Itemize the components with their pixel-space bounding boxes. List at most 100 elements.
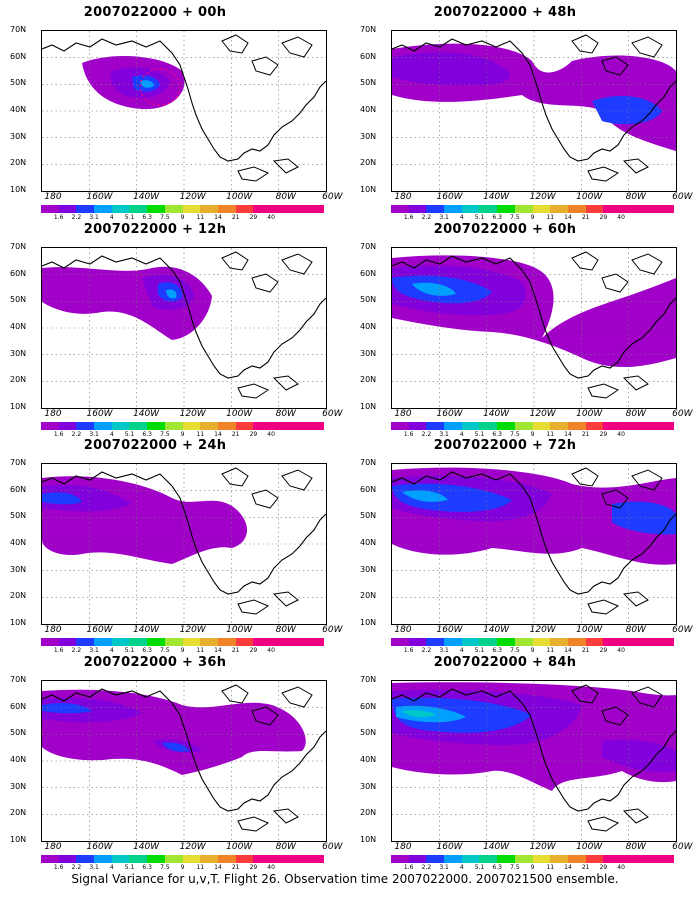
panel-24h: 2007022000 + 24h 70N 60N 50N 40N 30N 20N 10N 18… — [10, 438, 343, 654]
variance-contour — [592, 96, 662, 125]
colorbar-label: 14 — [214, 864, 222, 871]
lon-label: 140W — [483, 192, 510, 202]
lat-label: 60N — [360, 268, 377, 278]
colorbar-swatch — [514, 422, 533, 430]
colorbar-label: 14 — [214, 214, 222, 221]
lon-label: 60W — [322, 409, 343, 419]
coastline — [221, 684, 313, 832]
lon-label: 100W — [576, 409, 603, 419]
colorbar-swatch — [461, 855, 480, 863]
lat-label: 40N — [360, 105, 377, 114]
colorbar-swatch — [288, 205, 307, 213]
lat-label: 60N — [360, 51, 377, 61]
lon-label: 160W — [86, 625, 113, 635]
colorbar-swatch — [638, 855, 657, 863]
colorbar-swatch — [164, 855, 183, 863]
colorbar-swatch — [567, 638, 586, 646]
colorbar-swatch — [200, 422, 218, 430]
lon-label: 120W — [179, 625, 206, 635]
lon-label: 180 — [44, 409, 62, 419]
colorbar-swatch — [270, 638, 289, 646]
lat-label: 40N — [10, 755, 27, 764]
colorbar-label: 11 — [196, 214, 205, 221]
colorbar-label: 1.6 — [53, 214, 64, 221]
colorbar-label: 1.6 — [53, 431, 64, 438]
colorbar-label: 3.1 — [439, 647, 449, 654]
colorbar-swatch — [41, 422, 59, 430]
colorbar-swatch — [200, 205, 218, 213]
colorbar-swatch — [620, 205, 639, 213]
lon-label: 180 — [394, 192, 412, 202]
lon-label: 180 — [394, 625, 412, 635]
lat-label: 30N — [10, 348, 27, 358]
colorbar — [391, 855, 674, 863]
coastline — [221, 251, 313, 399]
colorbar-swatch — [620, 422, 639, 430]
colorbar-label: 14 — [564, 214, 572, 221]
coastline — [42, 255, 326, 379]
colorbar-swatch — [567, 855, 586, 863]
colorbar-swatch — [76, 422, 95, 430]
colorbar-swatch — [288, 638, 307, 646]
colorbar-label: 2.2 — [421, 431, 432, 438]
map-svg — [42, 248, 326, 408]
colorbar-label: 7.5 — [160, 431, 170, 438]
lat-label: 20N — [360, 808, 377, 818]
map-svg — [392, 31, 676, 191]
panel-00h: 2007022000 + 00h 70N 60N 50N 40N 30N 20N 10N 18… — [10, 5, 343, 221]
coastline — [42, 471, 326, 595]
map-frame — [391, 463, 677, 625]
colorbar-label: 5.1 — [474, 864, 485, 871]
colorbar-label: 29 — [599, 647, 608, 654]
colorbar-label: 2.2 — [71, 647, 82, 654]
lat-label: 50N — [360, 728, 377, 738]
colorbar-swatch — [426, 638, 445, 646]
colorbar-label: 14 — [564, 647, 572, 654]
lon-label: 160W — [436, 409, 463, 419]
colorbar-label: 21 — [581, 431, 590, 438]
panel-title: 2007022000 + 48h — [433, 5, 577, 20]
colorbar-swatch — [288, 422, 307, 430]
colorbar-label: 29 — [249, 214, 258, 221]
lon-label: 60W — [322, 192, 343, 202]
colorbar-swatch — [497, 205, 515, 213]
lon-label: 140W — [483, 409, 510, 419]
colorbar-swatch — [164, 638, 183, 646]
colorbar-swatch — [391, 855, 409, 863]
lon-label: 60W — [672, 842, 693, 852]
colorbar-label: 40 — [617, 431, 625, 438]
colorbar-swatch — [217, 422, 236, 430]
colorbar-label: 5.1 — [474, 214, 485, 221]
colorbar-swatch — [461, 422, 480, 430]
colorbar-swatch — [253, 638, 271, 646]
lon-label: 160W — [436, 625, 463, 635]
colorbar-label: 11 — [546, 647, 555, 654]
lat-label: 10N — [360, 185, 377, 194]
colorbar-label: 7.5 — [160, 214, 170, 221]
colorbar-swatch — [41, 638, 59, 646]
colorbar-swatch — [426, 422, 445, 430]
lat-label: 10N — [10, 618, 27, 627]
colorbar-label: 40 — [267, 214, 275, 221]
colorbar-swatch — [585, 205, 604, 213]
lat-label: 30N — [360, 348, 377, 358]
colorbar-label: 14 — [564, 431, 572, 438]
observation-marker — [139, 68, 181, 106]
colorbar-swatch — [76, 205, 95, 213]
colorbar-label: 6.3 — [492, 214, 502, 221]
lat-label: 30N — [360, 131, 377, 141]
panel-title: 2007022000 + 60h — [433, 222, 577, 237]
lat-label: 50N — [10, 728, 27, 738]
colorbar-label: 11 — [196, 864, 205, 871]
colorbar-label: 11 — [196, 647, 205, 654]
lon-label: 80W — [625, 842, 646, 852]
colorbar — [41, 855, 324, 863]
panel-48h: 2007022000 + 48h 70N 60N 50N 40N 30N 20N 10N 18… — [360, 5, 693, 221]
colorbar-swatch — [253, 422, 271, 430]
panel-12h: 2007022000 + 12h 70N 60N 50N 40N 30N 20N 10N 18… — [10, 222, 343, 438]
colorbar-swatch — [306, 422, 324, 430]
colorbar-swatch — [111, 205, 130, 213]
colorbar-label: 3.1 — [89, 864, 99, 871]
variance-contour — [42, 492, 82, 505]
variance-contour — [412, 282, 456, 296]
